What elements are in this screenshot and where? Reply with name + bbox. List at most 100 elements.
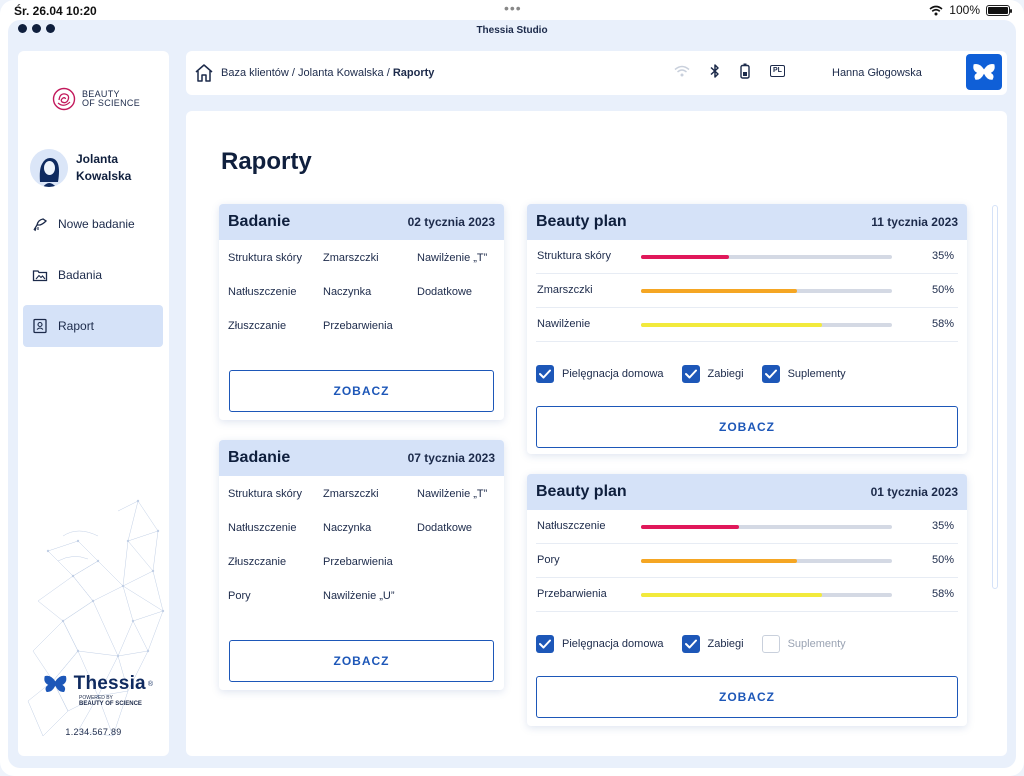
- card-title: Beauty plan: [536, 483, 627, 500]
- window-dot-icon[interactable]: [32, 24, 41, 33]
- sidebar-item-badania[interactable]: Badania: [23, 254, 163, 296]
- exam-card: Badanie 02 tycznia 2023 Struktura skóry …: [219, 204, 504, 420]
- wifi-icon: [929, 5, 943, 15]
- exam-parameter: Natłuszczenie: [228, 286, 297, 298]
- current-user-name[interactable]: Hanna Głogowska: [832, 67, 922, 79]
- checkbox-icon[interactable]: [681, 365, 700, 383]
- sidebar-item-label: Raport: [58, 319, 95, 333]
- window-dot-icon[interactable]: [46, 24, 55, 33]
- see-plan-button[interactable]: ZOBACZ: [536, 676, 958, 718]
- wifi-icon[interactable]: [674, 65, 690, 77]
- exam-parameter: Dodatkowe: [417, 286, 473, 298]
- device-status-icons: PL: [674, 63, 785, 79]
- brush-icon: [32, 216, 48, 232]
- checkbox-label: Suplementy: [787, 368, 846, 380]
- exam-parameter: Zmarszczki: [323, 488, 379, 500]
- bluetooth-icon[interactable]: [710, 63, 720, 79]
- patient-last-name: Kowalska: [76, 169, 132, 183]
- plan-progress-label: Przebarwienia: [537, 588, 607, 600]
- butterfly-logo-icon: [973, 63, 995, 80]
- plan-progress-row: Natłuszczenie 35%: [536, 510, 958, 544]
- checkbox-supplements[interactable]: Suplementy: [761, 635, 846, 653]
- main-content: Raporty Badanie 02 tycznia 2023 Struktur…: [186, 111, 1007, 756]
- checkbox-home-care[interactable]: Pielęgnacja domowa: [536, 635, 664, 653]
- checkbox-treatments[interactable]: Zabiegi: [681, 365, 744, 383]
- checkbox-icon[interactable]: [536, 635, 554, 653]
- exam-card: Badanie 07 tycznia 2023 Struktura skóry …: [219, 440, 504, 690]
- avatar: [30, 149, 68, 187]
- scrollbar[interactable]: [992, 205, 998, 589]
- checkbox-label: Zabiegi: [707, 638, 744, 650]
- app-version: 1.234.567.89: [65, 727, 122, 737]
- checkbox-icon[interactable]: [761, 635, 780, 653]
- checkbox-icon[interactable]: [681, 635, 700, 653]
- plan-progress-percent: 58%: [931, 318, 954, 330]
- beauty-plan-card: Beauty plan 01 tycznia 2023 Natłuszczeni…: [527, 474, 967, 726]
- progress-track: [641, 559, 892, 563]
- breadcrumb-clients[interactable]: Baza klientów: [221, 67, 289, 79]
- multitask-dots-icon[interactable]: •••: [504, 0, 522, 16]
- report-icon: [32, 318, 48, 334]
- top-bar: Baza klientów / Jolanta Kowalska / Rapor…: [186, 51, 1007, 95]
- card-date: 01 tycznia 2023: [870, 485, 958, 499]
- plan-checkboxes: Pielęgnacja domowa Zabiegi Suplementy: [536, 365, 864, 383]
- breadcrumb: Baza klientów / Jolanta Kowalska / Rapor…: [221, 67, 434, 79]
- exam-parameter: Przebarwienia: [323, 320, 393, 332]
- plan-progress-label: Zmarszczki: [537, 284, 593, 296]
- battery-vertical-icon[interactable]: [740, 63, 750, 79]
- brand-powered: POWERED BY: [79, 695, 113, 701]
- card-title: Badanie: [228, 449, 291, 466]
- checkbox-home-care[interactable]: Pielęgnacja domowa: [536, 365, 664, 383]
- plan-progress-row: Przebarwienia 58%: [536, 578, 958, 612]
- progress-fill: [641, 255, 729, 259]
- card-header: Badanie 07 tycznia 2023: [219, 440, 504, 476]
- sidebar-item-label: Nowe badanie: [58, 217, 135, 231]
- card-header: Badanie 02 tycznia 2023: [219, 204, 504, 240]
- sidebar-item-label: Badania: [58, 268, 103, 282]
- exam-parameter: Złuszczanie: [228, 320, 287, 332]
- logo-line-2: OF SCIENCE: [82, 98, 141, 108]
- butterfly-logo-icon: [44, 675, 67, 693]
- sidebar-item-raport[interactable]: Raport: [23, 305, 163, 347]
- plan-progress-percent: 50%: [931, 554, 954, 566]
- breadcrumb-separator: /: [383, 67, 393, 79]
- progress-fill: [641, 289, 797, 293]
- plan-progress-label: Struktura skóry: [537, 250, 611, 262]
- exam-parameter: Natłuszczenie: [228, 522, 297, 534]
- brand-name: Thessia: [73, 673, 146, 694]
- see-exam-button[interactable]: ZOBACZ: [229, 370, 494, 412]
- woman-avatar-icon: [30, 149, 68, 187]
- see-exam-button[interactable]: ZOBACZ: [229, 640, 494, 682]
- breadcrumb-separator: /: [288, 67, 299, 79]
- plan-progress-label: Natłuszczenie: [537, 520, 606, 532]
- app-menu-button[interactable]: [966, 54, 1002, 90]
- window-controls[interactable]: [18, 24, 55, 33]
- folder-image-icon: [32, 267, 48, 283]
- progress-track: [641, 323, 892, 327]
- sidebar-item-nowe-badanie[interactable]: Nowe badanie: [23, 203, 163, 245]
- checkbox-icon[interactable]: [761, 365, 780, 383]
- battery-icon: [986, 4, 1012, 16]
- checkbox-icon[interactable]: [536, 365, 554, 383]
- plan-progress-label: Nawilżenie: [537, 318, 591, 330]
- progress-track: [641, 289, 892, 293]
- status-bar: Śr. 26.04 10:20 ••• 100%: [0, 0, 1024, 20]
- exam-parameter: Nawilżenie „U”: [323, 590, 395, 602]
- window-dot-icon[interactable]: [18, 24, 27, 33]
- home-icon[interactable]: [194, 63, 214, 83]
- title-bar: Thessia Studio: [8, 20, 1016, 42]
- progress-fill: [641, 559, 797, 563]
- brand-subtitle: BEAUTY OF SCIENCE: [79, 701, 142, 707]
- checkbox-supplements[interactable]: Suplementy: [761, 365, 846, 383]
- breadcrumb-patient[interactable]: Jolanta Kowalska: [298, 67, 384, 79]
- sidebar-nav: Nowe badanie Badania Raport: [23, 203, 163, 356]
- checkbox-label: Suplementy: [787, 638, 846, 650]
- see-plan-button[interactable]: ZOBACZ: [536, 406, 958, 448]
- language-badge[interactable]: PL: [770, 65, 785, 77]
- patient-profile[interactable]: Jolanta Kowalska: [30, 149, 136, 187]
- patient-first-name: Jolanta: [76, 152, 119, 166]
- beauty-plan-card: Beauty plan 11 tycznia 2023 Struktura sk…: [527, 204, 967, 454]
- progress-track: [641, 255, 892, 259]
- checkbox-treatments[interactable]: Zabiegi: [681, 635, 744, 653]
- thessia-brand: Thessia ® POWERED BY BEAUTY OF SCIENCE: [43, 673, 153, 707]
